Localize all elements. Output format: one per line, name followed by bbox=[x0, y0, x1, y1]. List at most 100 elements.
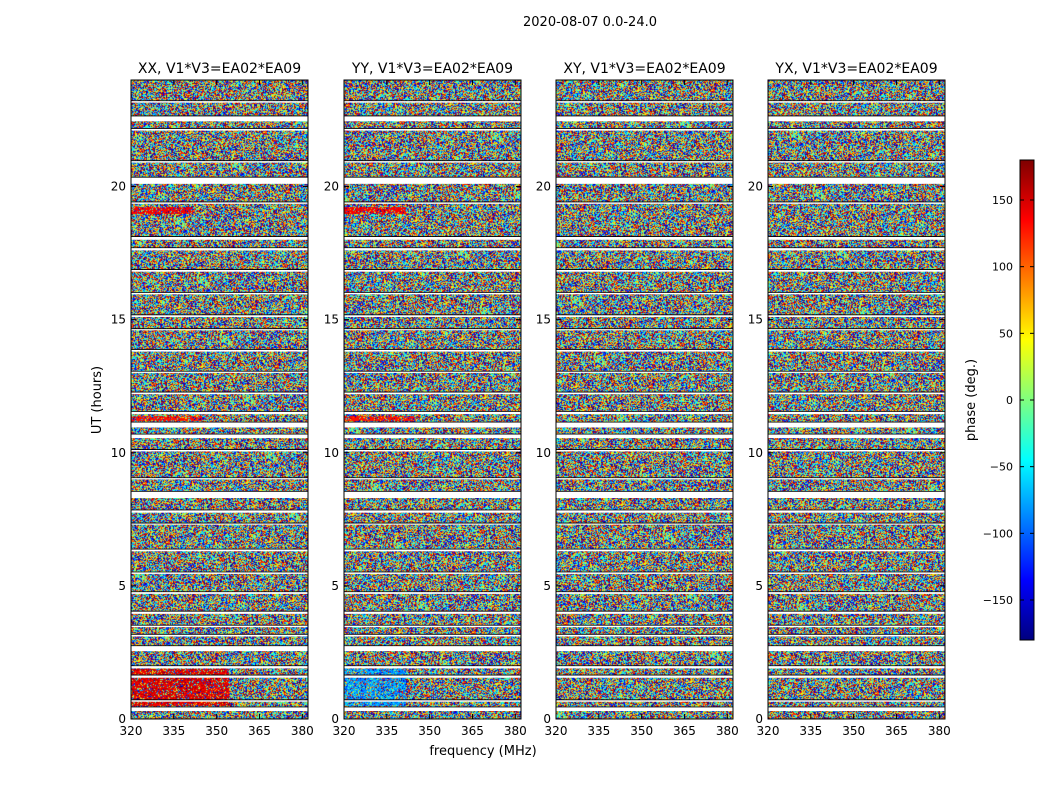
flagged-gap bbox=[556, 349, 733, 352]
x-tick-label: 365 bbox=[248, 724, 271, 738]
flagged-gap bbox=[768, 269, 945, 272]
flagged-gap bbox=[556, 177, 733, 184]
flagged-gap bbox=[344, 625, 521, 628]
x-tick-label: 335 bbox=[375, 724, 398, 738]
flagged-gap bbox=[768, 707, 945, 712]
flagged-gap bbox=[556, 523, 733, 525]
flagged-gap bbox=[768, 549, 945, 552]
flagged-gap bbox=[556, 115, 733, 122]
flagged-gap bbox=[768, 115, 945, 122]
y-axis-label: UT (hours) bbox=[90, 366, 105, 434]
panel-xx: XX, V1*V3=EA02*EA09 320 335 350 365 380 0 5 10 15… bbox=[111, 61, 314, 738]
flagged-gap bbox=[131, 611, 308, 614]
flagged-gap bbox=[768, 509, 945, 513]
y-tick-label: 10 bbox=[111, 446, 126, 460]
y-tick-label: 0 bbox=[543, 712, 551, 726]
x-tick-label: 350 bbox=[630, 724, 653, 738]
panel-title: XY, V1*V3=EA02*EA09 bbox=[563, 61, 725, 77]
y-tick-label: 5 bbox=[118, 579, 126, 593]
flagged-gap bbox=[131, 625, 308, 628]
flagged-gap bbox=[344, 128, 521, 131]
flagged-gap bbox=[768, 611, 945, 614]
flagged-gap bbox=[131, 201, 308, 204]
colorbar-label: phase (deg.) bbox=[964, 359, 979, 441]
flagged-gap bbox=[344, 349, 521, 352]
flagged-gap bbox=[556, 434, 733, 439]
flagged-gap bbox=[131, 509, 308, 513]
flagged-gap bbox=[344, 449, 521, 452]
flagged-gap bbox=[131, 349, 308, 352]
flagged-gap bbox=[768, 634, 945, 637]
y-tick-label: 10 bbox=[748, 446, 763, 460]
flagged-gap bbox=[556, 699, 733, 702]
flagged-gap bbox=[556, 634, 733, 637]
flagged-gap bbox=[768, 591, 945, 594]
flagged-gap bbox=[768, 699, 945, 702]
y-tick-label: 5 bbox=[331, 579, 339, 593]
flagged-gap bbox=[131, 328, 308, 331]
flagged-gap bbox=[131, 314, 308, 317]
phase-heatmap-image bbox=[768, 80, 945, 719]
colorbar-tick-label: 100 bbox=[992, 261, 1013, 274]
panel-yx: YX, V1*V3=EA02*EA09 320 335 350 365 380 0 5 10 15… bbox=[748, 61, 951, 738]
flagged-gap bbox=[131, 371, 308, 373]
colorbar-tick-label: 0 bbox=[1006, 394, 1013, 407]
flagged-gap bbox=[344, 707, 521, 712]
flagged-gap bbox=[556, 707, 733, 712]
flagged-gap bbox=[556, 128, 733, 131]
flagged-gap bbox=[768, 247, 945, 251]
flagged-gap bbox=[344, 177, 521, 184]
flagged-gap bbox=[131, 236, 308, 240]
flagged-gap bbox=[768, 411, 945, 415]
y-tick-label: 20 bbox=[111, 180, 126, 194]
flagged-gap bbox=[131, 247, 308, 251]
flagged-gap bbox=[556, 449, 733, 452]
flagged-gap bbox=[556, 314, 733, 317]
y-tick-label: 15 bbox=[536, 313, 551, 327]
flagged-gap bbox=[556, 236, 733, 240]
panel-frame bbox=[555, 79, 734, 720]
flagged-gap bbox=[131, 115, 308, 122]
x-tick-label: 380 bbox=[504, 724, 527, 738]
flagged-gap bbox=[768, 523, 945, 525]
flagged-gap bbox=[768, 665, 945, 669]
x-axis-label: frequency (MHz) bbox=[429, 744, 536, 759]
x-tick-label: 365 bbox=[885, 724, 908, 738]
panel-yy: YY, V1*V3=EA02*EA09 320 335 350 365 380 0 5 10 15… bbox=[324, 61, 527, 738]
y-tick-label: 15 bbox=[111, 313, 126, 327]
flagged-gap bbox=[344, 314, 521, 317]
flagged-gap bbox=[344, 392, 521, 395]
flagged-gap bbox=[344, 411, 521, 415]
flagged-gap bbox=[768, 201, 945, 204]
flagged-gap bbox=[131, 292, 308, 295]
flagged-gap bbox=[344, 292, 521, 295]
flagged-gap bbox=[344, 645, 521, 652]
flagged-gap bbox=[344, 477, 521, 480]
flagged-gap bbox=[556, 247, 733, 251]
flagged-gap bbox=[768, 160, 945, 163]
y-tick-label: 0 bbox=[118, 712, 126, 726]
flagged-gap bbox=[131, 128, 308, 131]
flagged-gap bbox=[344, 247, 521, 251]
x-tick-label: 380 bbox=[291, 724, 314, 738]
y-tick-label: 15 bbox=[324, 313, 339, 327]
phase-heatmap-image bbox=[131, 80, 308, 719]
flagged-gap bbox=[768, 572, 945, 574]
flagged-gap bbox=[556, 371, 733, 373]
flagged-gap bbox=[344, 160, 521, 163]
y-tick-label: 0 bbox=[755, 712, 763, 726]
flagged-gap bbox=[344, 328, 521, 331]
flagged-gap bbox=[131, 645, 308, 652]
flagged-gap bbox=[344, 572, 521, 574]
panel-xy: XY, V1*V3=EA02*EA09 320 335 350 365 380 0 5 10 15… bbox=[536, 61, 739, 738]
flagged-gap bbox=[556, 292, 733, 295]
flagged-gap bbox=[768, 491, 945, 499]
flagged-gap bbox=[768, 349, 945, 352]
flagged-gap bbox=[768, 292, 945, 295]
flagged-gap bbox=[556, 665, 733, 669]
flagged-gap bbox=[768, 100, 945, 103]
x-tick-label: 320 bbox=[545, 724, 568, 738]
flagged-gap bbox=[556, 422, 733, 428]
x-tick-label: 335 bbox=[799, 724, 822, 738]
flagged-gap bbox=[131, 392, 308, 395]
